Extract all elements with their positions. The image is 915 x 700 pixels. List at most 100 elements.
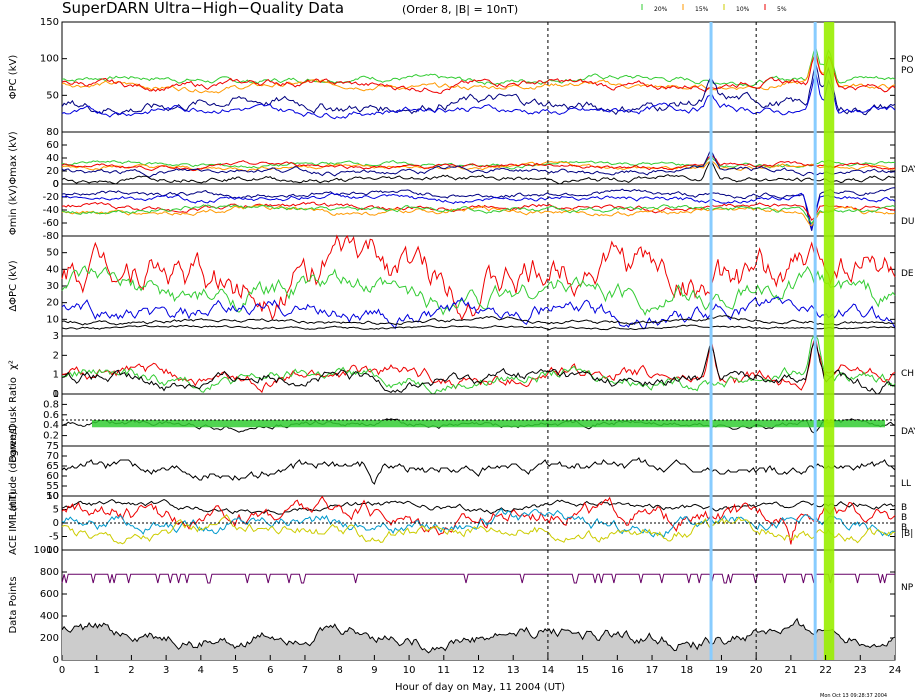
series-fill — [62, 618, 895, 660]
event-markers — [547, 22, 835, 660]
panel-phimin: 0 -20 -40 -60 -80 Φmin (kV) DU — [8, 179, 915, 242]
series-line — [61, 514, 896, 545]
series-line — [61, 187, 896, 231]
x-tick-label: 7 — [302, 665, 308, 676]
right-label: |B| — [901, 529, 913, 539]
right-label: DE — [901, 269, 914, 279]
series-line — [61, 296, 896, 330]
right-legend-label: B — [901, 513, 907, 523]
x-tick-label: 0 — [59, 665, 65, 676]
y-tick-label: -10 — [43, 545, 59, 556]
right-label: NP — [901, 583, 914, 593]
y-tick-label: 10 — [46, 314, 59, 325]
legend-label: 5% — [777, 6, 787, 13]
x-tick-label: 19 — [715, 665, 728, 676]
y-tick-label: 1000 — [34, 545, 59, 556]
y-tick-label: 0.2 — [43, 431, 59, 442]
panel-points: 1000 800 600 400 200 0 Data Points NP — [8, 545, 914, 666]
y-tick-label: 20 — [46, 166, 59, 177]
panel-ratio: 10.80.60.40.2 Dawn/Dusk Ratio DAY — [8, 377, 915, 463]
x-tick-label: 17 — [646, 665, 659, 676]
y-tick-label: 800 — [40, 567, 59, 578]
y-tick-label: 3 — [53, 331, 59, 342]
y-tick-label: 70 — [46, 451, 59, 462]
right-legend-label: B — [901, 503, 907, 513]
right-label: DU — [901, 217, 915, 227]
series-line — [61, 495, 896, 545]
x-tick-label: 3 — [163, 665, 169, 676]
x-tick-label: 5 — [232, 665, 238, 676]
panel-dphipc: 50 40 30 20 10 ΔΦPC (kV) DE — [8, 234, 914, 337]
y-tick-label: 80 — [46, 127, 59, 138]
y-tick-label: -5 — [49, 532, 59, 543]
x-tick-label: 13 — [507, 665, 520, 676]
series-line — [61, 234, 896, 321]
y-tick-label: 60 — [46, 140, 59, 151]
x-tick-label: 24 — [889, 665, 902, 676]
y-tick-label: 50 — [46, 248, 59, 259]
x-tick-label: 21 — [785, 665, 798, 676]
x-tick-label: 14 — [542, 665, 555, 676]
y-tick-label: 600 — [40, 589, 59, 600]
y-tick-label: -40 — [43, 205, 59, 216]
series-line — [61, 315, 896, 326]
y-tick-label: 100 — [40, 54, 59, 65]
y-tick-label: 0.4 — [43, 420, 59, 431]
right-label: DAY — [901, 165, 915, 175]
x-axis: 0 1 2 3 4 5 6 7 8 9 10 11 12 13 14 15 16 17 18 19 20 21 22 23 24 — [59, 655, 902, 676]
y-axis-label: χ² — [8, 360, 19, 370]
legend-label: 15% — [695, 6, 709, 13]
y-tick-label: 40 — [46, 153, 59, 164]
x-tick-label: 10 — [403, 665, 416, 676]
y-tick-label: 0.6 — [43, 410, 59, 421]
series-line — [61, 573, 895, 584]
y-tick-label: 50 — [46, 491, 59, 502]
page-title: SuperDARN Ultra−High−Quality Data — [62, 0, 344, 17]
y-tick-label: 0 — [53, 179, 59, 190]
series-line — [61, 324, 896, 331]
x-tick-label: 9 — [371, 665, 377, 676]
y-tick-label: -20 — [43, 192, 59, 203]
y-axis-label: Φmin (kV) — [8, 185, 19, 235]
panel-frame — [61, 21, 896, 133]
panel-frame — [61, 235, 896, 337]
x-tick-label: 8 — [336, 665, 342, 676]
right-label: LL — [901, 479, 911, 489]
y-tick-label: 0 — [53, 655, 59, 666]
series-line — [61, 457, 896, 485]
event-band — [823, 22, 835, 660]
series-line — [61, 51, 896, 94]
right-label: PO — [901, 55, 914, 65]
series-line — [61, 335, 896, 395]
x-axis-label: Hour of day on May, 11 2004 (UT) — [395, 682, 565, 693]
y-tick-label: 2 — [53, 350, 59, 361]
y-tick-label: -80 — [43, 231, 59, 242]
y-tick-label: 150 — [40, 17, 59, 28]
y-axis-label: Data Points — [8, 576, 19, 633]
series-line — [61, 204, 896, 225]
y-tick-label: 1 — [53, 370, 59, 381]
ratio-fill — [92, 420, 885, 428]
page-subtitle: (Order 8, |B| = 10nT) — [402, 3, 518, 16]
x-tick-label: 12 — [472, 665, 485, 676]
y-tick-label: 400 — [40, 611, 59, 622]
y-tick-label: 200 — [40, 633, 59, 644]
right-label: PO — [901, 66, 914, 76]
x-tick-label: 23 — [854, 665, 867, 676]
y-tick-label: 0.8 — [43, 399, 59, 410]
right-label: CH — [901, 369, 914, 379]
series-line — [61, 342, 896, 395]
legend: 20% 15% 10% 5% — [641, 4, 787, 13]
series-line — [61, 192, 896, 231]
y-tick-label: 1 — [53, 389, 59, 400]
right-legend-label: B — [901, 523, 907, 533]
series-line — [61, 265, 896, 316]
x-tick-label: 22 — [819, 665, 832, 676]
y-tick-label: 40 — [46, 264, 59, 275]
x-tick-label: 18 — [680, 665, 693, 676]
